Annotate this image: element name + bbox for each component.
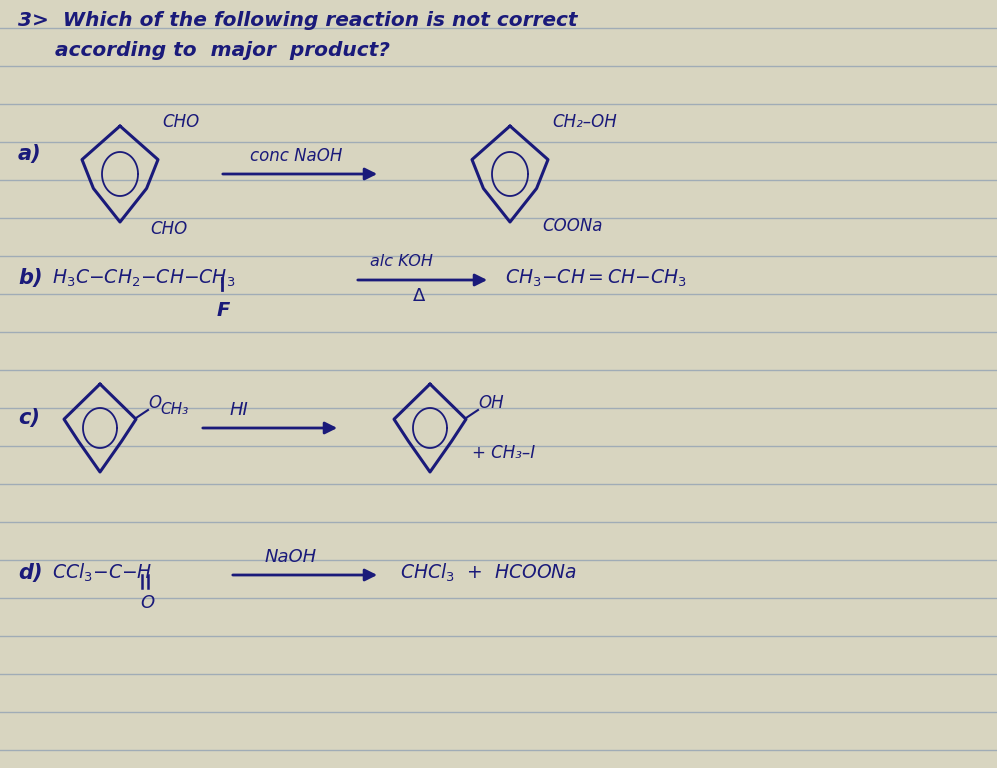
Text: NaOH: NaOH — [265, 548, 317, 566]
Text: b): b) — [18, 268, 43, 288]
Text: according to  major  product?: according to major product? — [55, 41, 390, 59]
Text: O: O — [148, 394, 162, 412]
Text: CH₃: CH₃ — [160, 402, 188, 418]
Text: Δ: Δ — [413, 287, 426, 305]
Text: F: F — [217, 300, 230, 319]
Text: CHCl$_3$  +  HCOONa: CHCl$_3$ + HCOONa — [400, 562, 577, 584]
Text: CH₂–OH: CH₂–OH — [552, 113, 617, 131]
Text: CHO: CHO — [162, 113, 199, 131]
Text: HI: HI — [230, 401, 248, 419]
Text: a): a) — [18, 144, 42, 164]
Text: OH: OH — [478, 394, 503, 412]
Text: O: O — [140, 594, 155, 612]
Text: alc KOH: alc KOH — [370, 254, 433, 270]
Text: CHO: CHO — [150, 220, 187, 238]
Text: CCl$_3$$-$C$-$H: CCl$_3$$-$C$-$H — [52, 562, 153, 584]
Text: 3>  Which of the following reaction is not correct: 3> Which of the following reaction is no… — [18, 11, 577, 29]
Text: c): c) — [18, 408, 40, 428]
Text: COONa: COONa — [542, 217, 602, 235]
Text: d): d) — [18, 563, 43, 583]
Text: H$_3$C$-$CH$_2$$-$CH$-$CH$_3$: H$_3$C$-$CH$_2$$-$CH$-$CH$_3$ — [52, 267, 235, 289]
Text: CH$_3$$-$CH$=$CH$-$CH$_3$: CH$_3$$-$CH$=$CH$-$CH$_3$ — [505, 267, 687, 289]
Text: conc NaOH: conc NaOH — [250, 147, 342, 165]
Text: + CH₃–I: + CH₃–I — [472, 444, 535, 462]
